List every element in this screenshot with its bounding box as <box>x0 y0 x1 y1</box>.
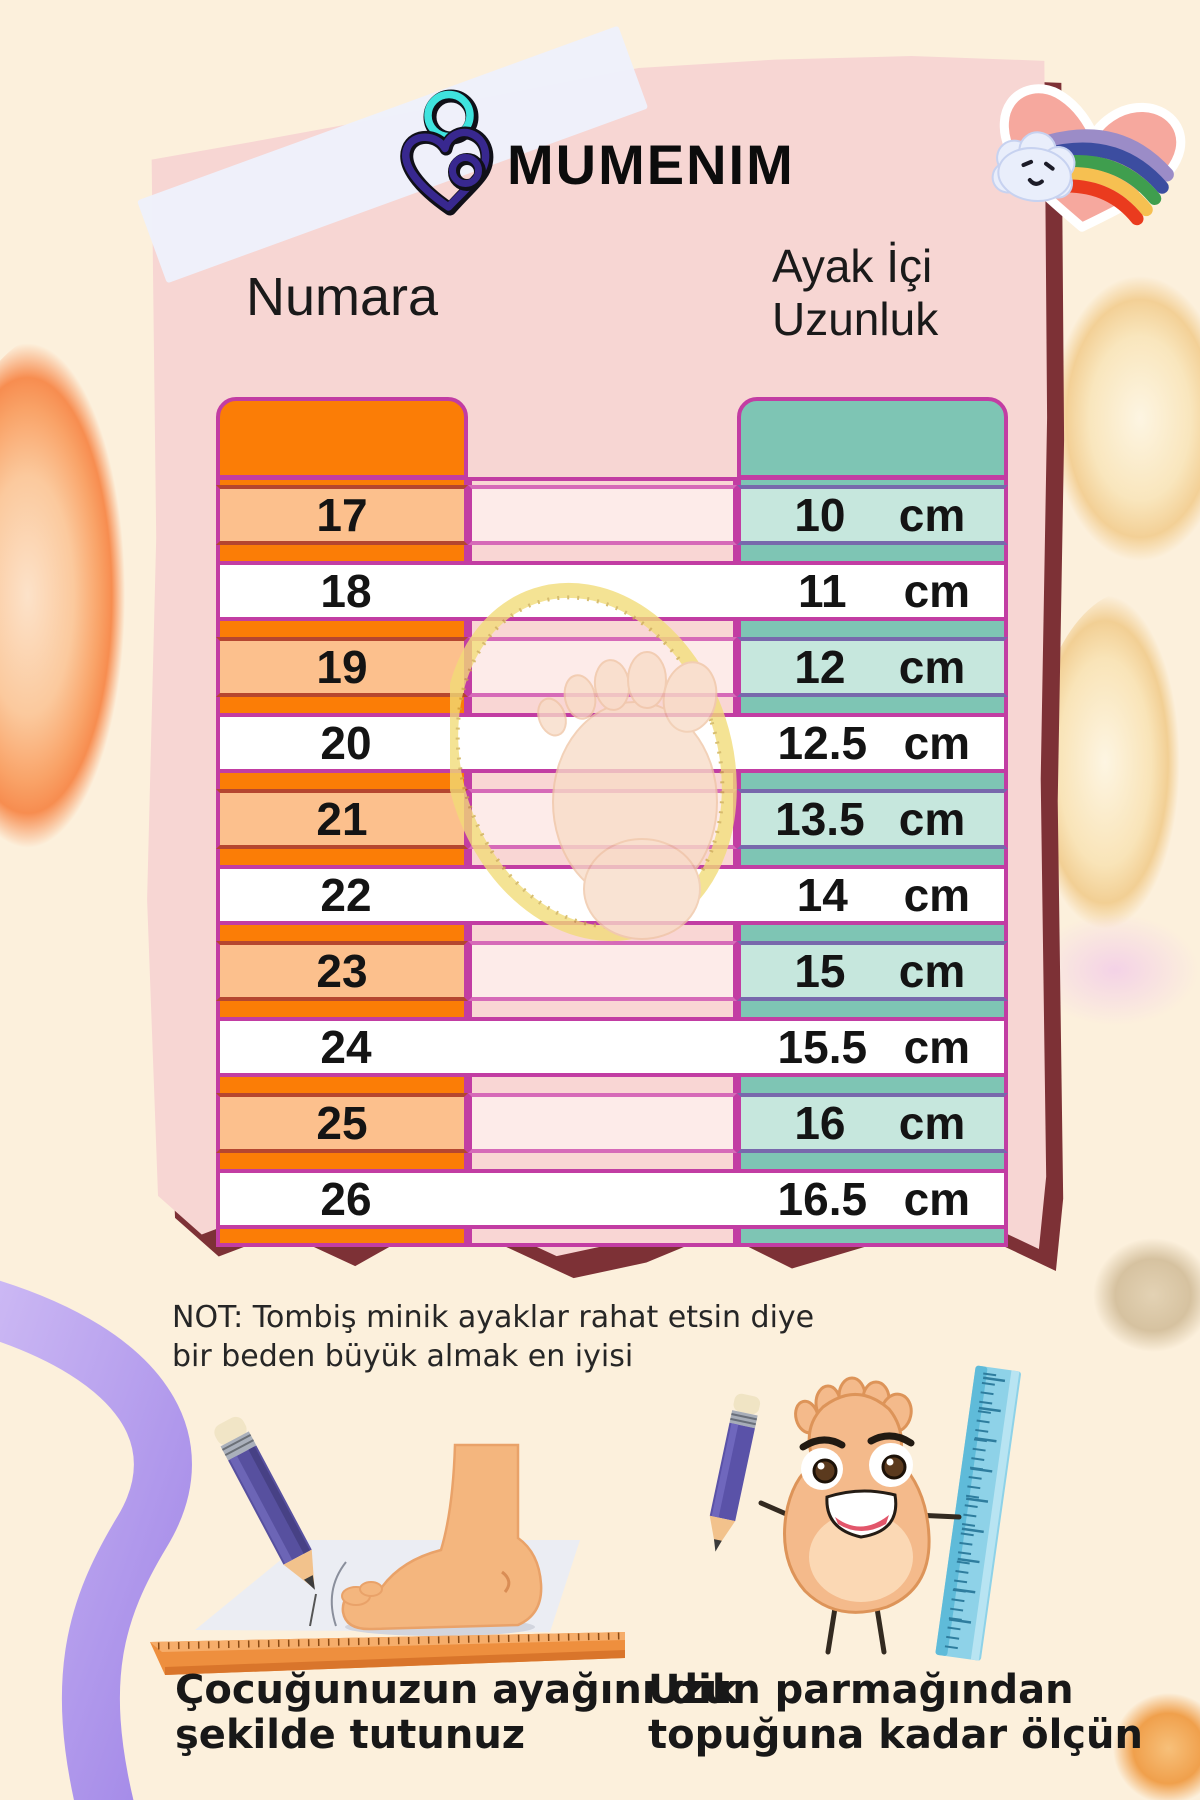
instruction-right-line1: Uzun parmağından <box>648 1667 1074 1713</box>
header-separator <box>737 475 1008 480</box>
length-cell: 15.5 cm <box>741 1021 1012 1073</box>
instruction-left-line1: Çocuğunuzun ayağını dik <box>175 1667 739 1713</box>
size-cell: 18 <box>220 565 472 617</box>
instruction-right-line2: topuğuna kadar ölçün <box>648 1712 1143 1759</box>
length-value: 12 <box>794 641 846 693</box>
spacer-cell <box>468 941 737 1001</box>
length-unit: cm <box>903 1173 971 1225</box>
note-line2: bir beden büyük almak en iyisi <box>172 1339 634 1374</box>
length-value: 15.5 <box>777 1021 868 1073</box>
table-row: 23 15 cm <box>216 941 1008 1001</box>
length-cell: 16 cm <box>737 1093 1008 1153</box>
size-value: 19 <box>316 641 368 693</box>
length-cell: 14 cm <box>741 869 1012 921</box>
spacer-cell <box>472 1021 741 1073</box>
length-cell: 11 cm <box>741 565 1012 617</box>
length-value: 13.5 <box>775 793 865 845</box>
table-row: 26 16.5 cm <box>216 1169 1008 1229</box>
mother-baby-heart-icon <box>400 89 494 216</box>
header-separator <box>216 475 468 480</box>
size-table: 17 10 cm 18 11 cm 19 12 cm 20 12.5 cm 21 13.5 cm 22 14 cm… <box>216 397 1008 1247</box>
length-unit: cm <box>903 869 971 921</box>
pencil-tracing-foot-on-paper-with-ruler <box>150 1416 625 1675</box>
length-value: 10 <box>794 489 846 541</box>
note-text: NOT: Tombiş minik ayaklar rahat etsin di… <box>172 1298 814 1376</box>
length-cell: 12 cm <box>737 637 1008 697</box>
size-value: 17 <box>316 489 368 541</box>
spacer-cell <box>472 1173 741 1225</box>
size-cell: 23 <box>216 941 468 1001</box>
rainbow-cloud-heart-sticker <box>991 84 1186 232</box>
size-value: 22 <box>320 869 372 921</box>
column-header-length-line2: Uzunluk <box>772 293 939 346</box>
size-cell: 19 <box>216 637 468 697</box>
instruction-left-line2: şekilde tutunuz <box>175 1712 526 1759</box>
table-row: 24 15.5 cm <box>216 1017 1008 1077</box>
column-header-length-line1: Ayak İçi <box>772 240 933 292</box>
length-unit: cm <box>898 793 966 845</box>
length-cell: 16.5 cm <box>741 1173 1012 1225</box>
size-cell: 21 <box>216 789 468 849</box>
size-cell: 20 <box>220 717 472 769</box>
length-unit: cm <box>903 717 971 769</box>
length-unit: cm <box>898 489 966 541</box>
table-row: 25 16 cm <box>216 1093 1008 1153</box>
brand-logo-text: MUMENIM <box>507 133 795 196</box>
size-cell: 26 <box>220 1173 472 1225</box>
length-value: 12.5 <box>777 717 868 769</box>
spacer-cell <box>468 1093 737 1153</box>
size-value: 25 <box>316 1097 368 1149</box>
size-value: 18 <box>320 565 372 617</box>
length-value: 14 <box>796 869 848 921</box>
size-value: 21 <box>316 793 368 845</box>
length-value: 11 <box>797 565 847 617</box>
table-row: 21 13.5 cm <box>216 789 1008 849</box>
size-value: 23 <box>316 945 368 997</box>
size-value: 26 <box>320 1173 372 1225</box>
length-unit: cm <box>898 1097 966 1149</box>
size-cell: 24 <box>220 1021 472 1073</box>
spacer-cell <box>468 485 737 545</box>
size-value: 24 <box>320 1021 372 1073</box>
length-unit: cm <box>898 641 966 693</box>
size-cell: 22 <box>220 869 472 921</box>
size-cell: 25 <box>216 1093 468 1153</box>
column-header-size: Numara <box>245 267 439 327</box>
length-value: 15 <box>794 945 846 997</box>
size-cell: 17 <box>216 485 468 545</box>
length-cell: 12.5 cm <box>741 717 1012 769</box>
note-line1: NOT: Tombiş minik ayaklar rahat etsin di… <box>172 1300 815 1335</box>
length-cell: 15 cm <box>737 941 1008 1001</box>
column-header-length: Ayak İçi Uzunluk <box>772 240 938 347</box>
cream-shape-decoration <box>1048 270 1200 600</box>
length-unit: cm <box>898 945 966 997</box>
length-cell: 13.5 cm <box>737 789 1008 849</box>
length-unit: cm <box>903 1021 971 1073</box>
length-unit: cm <box>903 565 971 617</box>
cartoon-foot-character-with-pencil-and-ruler <box>709 1365 1021 1661</box>
length-cell: 10 cm <box>737 485 1008 545</box>
size-value: 20 <box>320 717 372 769</box>
purple-squiggle-decoration <box>0 1280 192 1800</box>
length-value: 16 <box>794 1097 846 1149</box>
instruction-left: Çocuğunuzun ayağını dik şekilde tutunuz <box>175 1667 739 1759</box>
length-value: 16.5 <box>777 1173 868 1225</box>
instruction-right: Uzun parmağından topuğuna kadar ölçün <box>648 1667 1143 1759</box>
beige-shape-decoration <box>1090 1235 1200 1385</box>
foot-with-measuring-tape-illustration <box>450 582 737 942</box>
table-row: 17 10 cm <box>216 485 1008 545</box>
